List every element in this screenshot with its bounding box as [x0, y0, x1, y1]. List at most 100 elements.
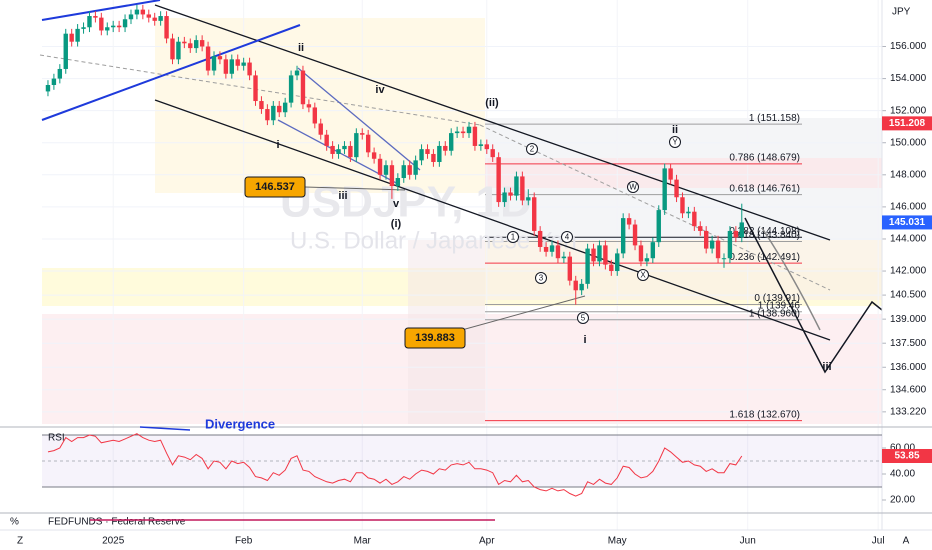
candle-body	[638, 245, 644, 262]
y-tick-label: 140.500	[890, 290, 927, 301]
wave-label: X	[640, 271, 646, 280]
candle-body	[140, 9, 146, 15]
candle-body	[603, 245, 608, 265]
fib-zone-red	[485, 158, 882, 188]
rsi-tag-label: 53.85	[894, 451, 919, 462]
candle-body	[567, 256, 573, 281]
wave-circle	[561, 231, 573, 243]
price-tag-label: 151.208	[889, 118, 926, 129]
candle-body	[555, 245, 561, 259]
callout-label: 146.537	[255, 181, 295, 193]
candle-body	[597, 245, 602, 262]
candle-body	[51, 78, 57, 85]
candle-body	[259, 101, 264, 110]
wedge-line	[297, 67, 421, 171]
y-tick-label: 137.500	[890, 338, 927, 349]
candle-body	[668, 168, 673, 180]
wave-label: 4	[565, 233, 570, 242]
candle-body	[211, 56, 217, 71]
candle-body	[205, 46, 211, 71]
candle-body	[532, 197, 537, 231]
x-tick-label: Feb	[235, 536, 253, 547]
candle-body	[247, 62, 252, 76]
rsi-tick-label: 20.00	[890, 495, 915, 506]
wave-circle	[535, 272, 547, 284]
wave-label: iii	[822, 361, 831, 373]
candle-body	[170, 38, 175, 60]
candle-body	[194, 40, 199, 49]
candle-body	[69, 33, 74, 42]
rsi-title: RSI	[48, 433, 65, 444]
candle-body	[591, 248, 596, 262]
wave-label: i	[583, 334, 586, 346]
x-tick-label: Mar	[354, 536, 372, 547]
wave-label: ii	[672, 124, 678, 136]
fedfunds-label: FEDFUNDS · Federal Reserve	[48, 517, 186, 528]
wave-label: iii	[338, 190, 347, 202]
y-tick-label: 136.000	[890, 362, 927, 373]
projection-curve	[761, 227, 821, 331]
candle-body	[514, 176, 519, 196]
candle-body	[484, 144, 489, 150]
trend-line	[41, 0, 161, 21]
y-tick-label: 142.000	[890, 266, 927, 277]
candle-body	[644, 258, 650, 262]
button[interactable]: Z	[17, 536, 23, 547]
candle-body	[105, 27, 110, 31]
candle-body	[413, 160, 418, 175]
button[interactable]: A	[903, 536, 910, 547]
candle-body	[549, 245, 555, 252]
wave-circle	[627, 181, 639, 193]
candle-body	[93, 16, 98, 18]
candle-body	[573, 280, 578, 291]
candle-body	[324, 134, 329, 146]
candle-body	[431, 153, 436, 162]
candle-body	[122, 19, 128, 28]
candle-body	[650, 242, 656, 259]
fib-label: 1 (138.960)	[749, 308, 800, 319]
candle-body	[229, 59, 234, 74]
candle-body	[330, 145, 335, 154]
candle-body	[520, 176, 525, 201]
fib-label: 1 (139.46	[758, 300, 801, 311]
candle-body	[662, 168, 667, 211]
candle-body	[443, 145, 448, 151]
candle-body	[490, 149, 495, 158]
candle-body	[733, 230, 739, 238]
candle-body	[626, 218, 632, 225]
candle-body	[87, 16, 92, 28]
candle-body	[478, 144, 484, 146]
candle-body	[158, 16, 163, 21]
rsi-panel: 60.00 40.00 20.00 53.85	[42, 433, 932, 506]
candle-body	[419, 149, 424, 161]
candle-body	[579, 283, 584, 291]
candle-body	[585, 248, 590, 284]
candle-body	[282, 102, 288, 113]
candle-body	[312, 107, 318, 124]
candle-body	[449, 133, 454, 151]
fib-label: 0 (139.91)	[754, 293, 800, 304]
candle-body	[709, 240, 715, 249]
candle-body	[223, 59, 229, 74]
callout-box	[404, 327, 466, 349]
fib-label: 0.618 (146.761)	[729, 183, 800, 194]
y-tick-label: 156.000	[890, 41, 927, 52]
candle-body	[99, 17, 104, 31]
candle-body	[698, 226, 703, 231]
candle-body	[294, 70, 300, 76]
price-tag	[882, 215, 932, 230]
candle-body	[176, 41, 181, 60]
wave-label: (i)	[391, 218, 402, 230]
candle-body	[686, 211, 691, 214]
candle-body	[217, 56, 223, 60]
candle-body	[395, 178, 401, 187]
wave-label: 1	[511, 233, 516, 242]
wave-label: ii	[298, 42, 304, 54]
wave-circle	[637, 269, 649, 281]
wave-label: v	[393, 198, 400, 210]
candle-body	[674, 179, 679, 198]
candle-body	[45, 85, 51, 92]
candle-body	[496, 157, 501, 203]
candle-body	[389, 165, 395, 187]
candle-body	[656, 210, 661, 243]
